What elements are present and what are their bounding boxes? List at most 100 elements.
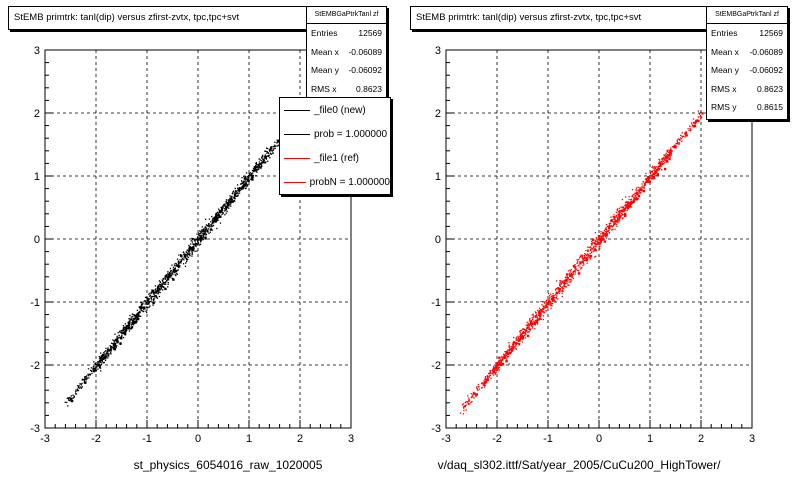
scatter-point	[107, 355, 109, 357]
scatter-point	[258, 161, 261, 163]
scatter-point	[526, 334, 530, 338]
scatter-point	[532, 323, 534, 326]
scatter-point	[179, 259, 181, 261]
scatter-point	[601, 239, 603, 241]
scatter-point	[260, 167, 262, 169]
scatter-point	[150, 300, 152, 303]
scatter-point	[542, 308, 544, 310]
scatter-point	[546, 304, 548, 306]
scatter-point	[680, 134, 682, 137]
scatter-point	[146, 301, 148, 304]
scatter-point	[131, 313, 134, 315]
scatter-point	[107, 357, 109, 359]
scatter-point	[264, 154, 266, 156]
scatter-point	[621, 198, 624, 201]
scatter-point	[577, 265, 579, 267]
scatter-point	[154, 296, 156, 298]
scatter-point	[215, 221, 217, 223]
scatter-point	[498, 363, 500, 365]
scatter-point	[219, 222, 222, 224]
scatter-point	[86, 375, 88, 377]
scatter-point	[600, 233, 602, 235]
scatter-point	[618, 220, 621, 222]
scatter-point	[541, 311, 544, 313]
scatter-point	[123, 331, 127, 335]
scatter-point	[266, 155, 268, 157]
scatter-point	[197, 240, 199, 243]
scatter-point	[671, 146, 674, 148]
scatter-point	[481, 386, 483, 389]
scatter-point	[255, 162, 258, 165]
scatter-point	[526, 321, 528, 323]
scatter-point	[171, 277, 173, 279]
scatter-point	[253, 168, 256, 172]
scatter-point	[498, 360, 500, 362]
scatter-point	[257, 168, 259, 170]
scatter-point	[514, 341, 516, 343]
scatter-point	[205, 236, 207, 239]
scatter-point	[140, 303, 143, 305]
scatter-point	[538, 311, 540, 313]
scatter-point	[496, 364, 499, 367]
scatter-point	[636, 196, 638, 198]
scatter-point	[244, 183, 247, 186]
scatter-point	[176, 273, 178, 275]
scatter-point	[240, 183, 242, 185]
scatter-point	[463, 405, 465, 408]
scatter-point	[585, 254, 588, 257]
scatter-point	[226, 199, 228, 201]
scatter-point	[188, 250, 190, 252]
scatter-point	[606, 235, 608, 237]
scatter-point	[692, 118, 695, 120]
scatter-point	[209, 228, 213, 231]
scatter-point	[610, 224, 613, 227]
scatter-point	[548, 304, 550, 306]
scatter-point	[587, 246, 589, 248]
scatter-point	[202, 232, 205, 235]
scatter-point	[258, 166, 260, 168]
scatter-point	[242, 183, 244, 185]
scatter-point	[671, 150, 673, 153]
x-tick-label: -1	[543, 433, 553, 445]
scatter-point	[85, 379, 87, 381]
scatter-point	[122, 330, 124, 332]
scatter-point	[495, 368, 498, 370]
scatter-point	[473, 397, 475, 399]
scatter-point	[622, 217, 624, 219]
scatter-point	[264, 155, 266, 158]
scatter-point	[213, 216, 215, 219]
scatter-point	[568, 273, 570, 276]
scatter-point	[571, 273, 573, 276]
scatter-point	[145, 310, 147, 312]
scatter-point	[207, 228, 209, 230]
scatter-point	[494, 372, 496, 374]
scatter-point	[262, 160, 265, 164]
scatter-point	[234, 195, 236, 197]
scatter-point	[468, 397, 470, 399]
scatter-point	[189, 249, 191, 251]
scatter-point	[103, 351, 105, 354]
scatter-point	[641, 189, 643, 192]
scatter-point	[515, 348, 517, 351]
scatter-point	[200, 237, 202, 239]
scatter-point	[110, 345, 113, 349]
scatter-point	[652, 176, 656, 180]
scatter-point	[158, 280, 161, 282]
scatter-point	[590, 257, 592, 259]
scatter-point	[225, 201, 228, 203]
scatter-point	[560, 290, 562, 292]
scatter-point	[211, 225, 214, 227]
scatter-point	[207, 223, 210, 225]
y-tick-label: 0	[34, 234, 40, 246]
scatter-point	[123, 330, 125, 332]
x-tick-label: 1	[246, 433, 252, 445]
scatter-point	[584, 253, 587, 256]
scatter-point	[682, 135, 685, 137]
scatter-point	[178, 254, 180, 256]
scatter-point	[193, 248, 195, 250]
scatter-point	[615, 211, 618, 213]
scatter-point	[606, 237, 608, 239]
scatter-point	[84, 375, 87, 378]
scatter-point	[578, 270, 580, 272]
scatter-point	[216, 214, 218, 216]
